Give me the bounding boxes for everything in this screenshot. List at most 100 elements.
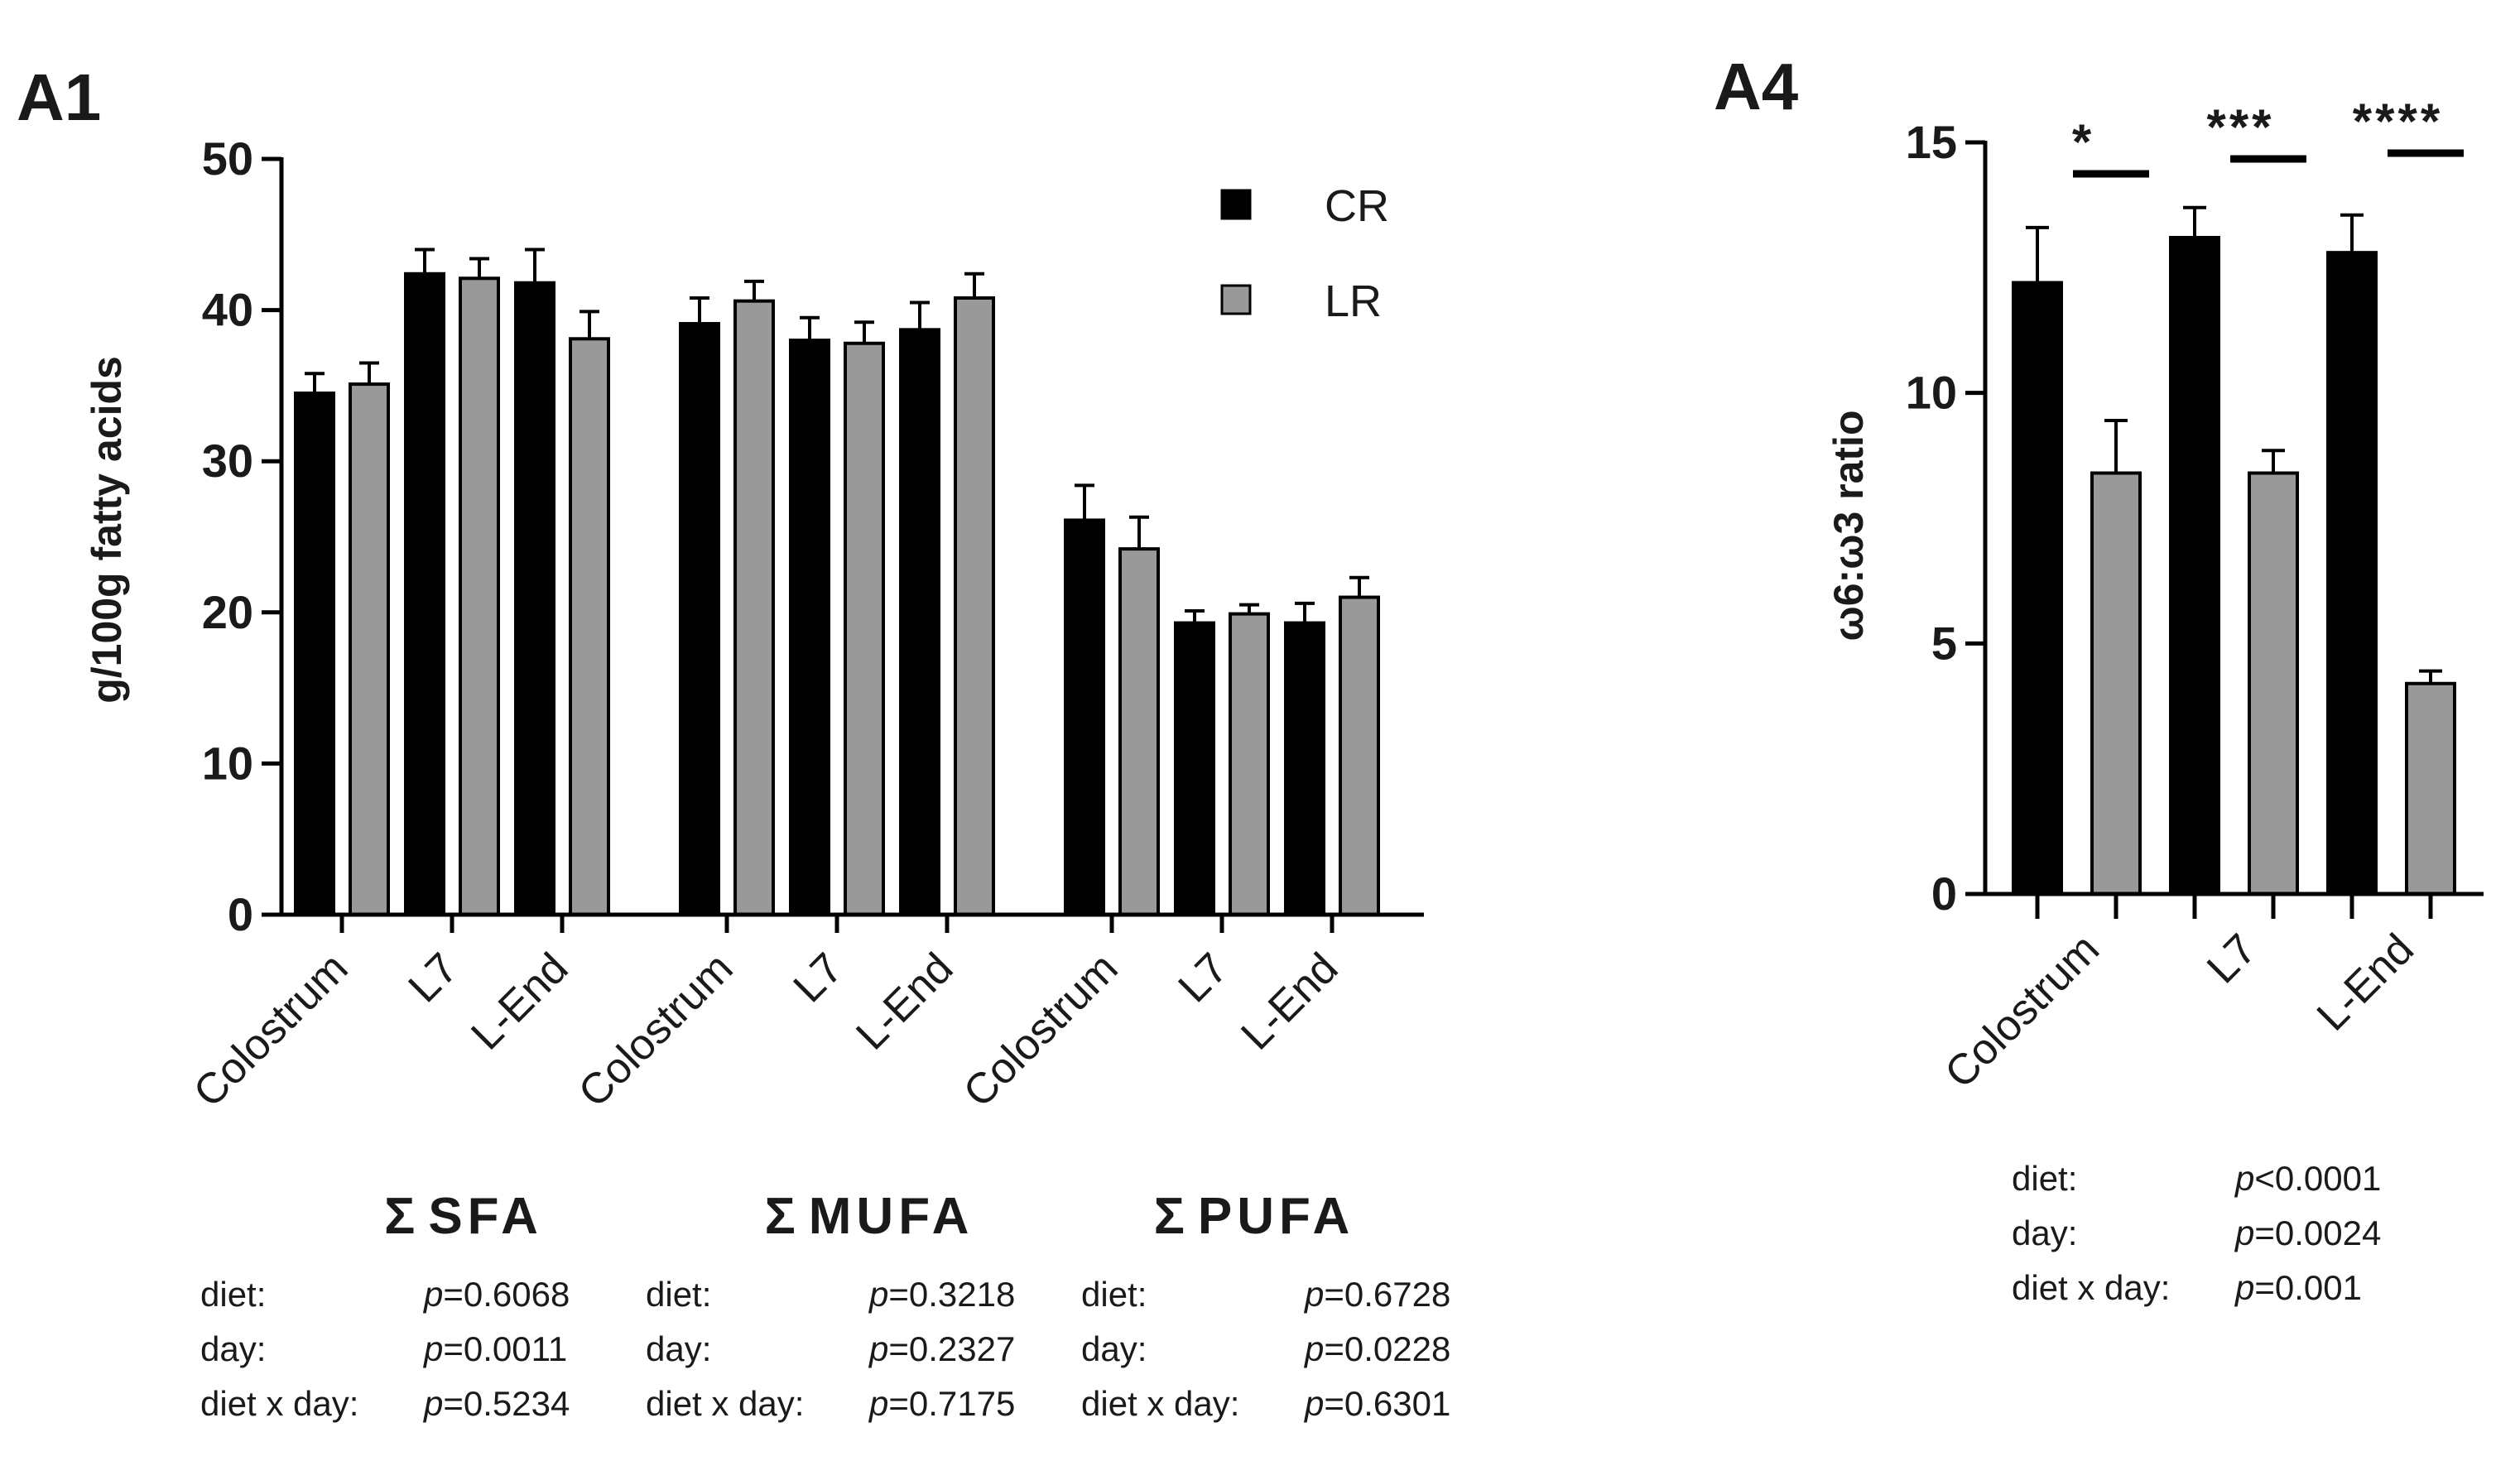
stats-label: diet:	[646, 1275, 712, 1314]
stats-row: diet: p=0.6728	[1081, 1275, 1495, 1329]
group-title-sfa: Σ SFA	[384, 1188, 543, 1245]
stats-row: day: p=0.0228	[1081, 1329, 1495, 1384]
bar-cr	[1284, 621, 1325, 916]
bar-lr	[844, 341, 885, 917]
legend-label-lr: LR	[1325, 276, 1382, 326]
bar-lr	[2248, 471, 2299, 896]
legend-label-cr: CR	[1325, 181, 1389, 231]
bar-cr	[514, 281, 555, 916]
y-tick-label: 10	[1906, 367, 1957, 419]
x-tick-label: Colostrum	[570, 944, 743, 1117]
significance-a4: * *** ****	[2072, 94, 2464, 178]
legend-swatch-cr	[1220, 189, 1252, 220]
panel-label-a1: A1	[17, 60, 101, 134]
stats-row: diet x day: p=0.7175	[646, 1384, 1060, 1439]
y-tick-label: 40	[202, 284, 253, 336]
x-tick-label: L-End	[2308, 925, 2423, 1040]
stats-row: diet x day: p=0.001	[2012, 1268, 2475, 1323]
stats-label: day:	[2012, 1213, 2078, 1252]
axes-a4	[1983, 141, 2484, 919]
stats-p: p=0.001	[2235, 1268, 2362, 1307]
stats-p: p=0.3218	[869, 1275, 1016, 1314]
significance-marker: ***	[2206, 99, 2274, 155]
legend-swatch-lr	[1220, 284, 1252, 315]
stats-pufa: diet: p=0.6728 day: p=0.0228 diet x day: p=…	[1081, 1275, 1495, 1439]
stats-p: p=0.7175	[869, 1384, 1016, 1423]
bar-cr	[679, 322, 720, 916]
y-tick-label: 0	[228, 888, 253, 940]
bar-lr	[349, 382, 390, 917]
bar-lr	[569, 337, 610, 916]
significance-marker: *	[2072, 114, 2094, 170]
stats-label: diet:	[1081, 1275, 1147, 1314]
stats-row: day: p=0.0024	[2012, 1213, 2475, 1268]
bar-cr	[789, 339, 830, 916]
stats-p: p=0.5234	[424, 1384, 570, 1423]
bar-cr	[899, 328, 940, 916]
bar-lr	[954, 296, 995, 916]
axes-a1	[279, 157, 1424, 933]
bar-cr	[2012, 281, 2063, 896]
y-tick-label: 50	[202, 132, 253, 185]
stats-row: day: p=0.2327	[646, 1329, 1060, 1384]
stats-row: diet x day: p=0.6301	[1081, 1384, 1495, 1439]
stats-mufa: diet: p=0.3218 day: p=0.2327 diet x day: p=…	[646, 1275, 1060, 1439]
bar-lr	[1229, 612, 1270, 916]
bar-cr	[2326, 251, 2378, 896]
group-title-pufa: Σ PUFA	[1154, 1188, 1355, 1245]
x-tick-label: L7	[785, 944, 853, 1012]
y-axis-label-a4: ω6:ω3 ratio	[1825, 411, 1872, 642]
panel-a4: A4 ω6:ω3 ratio 0 5 10 15 Colostrum L7 L-End *…	[1714, 50, 2484, 1098]
stats-label: diet x day:	[646, 1384, 805, 1423]
bar-cr	[294, 392, 335, 916]
stats-row: diet: p=0.6068	[200, 1275, 614, 1329]
stats-row: diet: p=0.3218	[646, 1275, 1060, 1329]
panel-a1: A1 g/100g fatty acids 0 10 20 30 40 50 Colost…	[17, 60, 1424, 1245]
stats-p: p=0.0024	[2235, 1213, 2382, 1252]
bar-lr	[733, 299, 775, 917]
x-tick-label: Colostrum	[185, 944, 358, 1117]
stats-p: p=0.6728	[1305, 1275, 1451, 1314]
legend-a1: CR LR	[1220, 181, 1389, 326]
x-tick-label: L7	[400, 944, 468, 1012]
bar-cr	[404, 272, 445, 916]
x-tick-labels-a4: Colostrum L7 L-End	[1936, 925, 2423, 1098]
y-tick-label: 30	[202, 435, 253, 487]
y-ticks-a1: 0 10 20 30 40 50	[202, 132, 281, 940]
stats-ratio: diet: p<0.0001 day: p=0.0024 diet x day: p=…	[2012, 1159, 2475, 1323]
x-tick-label: L-End	[847, 944, 962, 1059]
y-tick-label: 0	[1931, 867, 1957, 920]
panel-label-a4: A4	[1714, 50, 1799, 123]
stats-label: day:	[1081, 1329, 1147, 1368]
stats-label: diet x day:	[2012, 1268, 2171, 1307]
stats-label: diet x day:	[200, 1384, 359, 1423]
x-tick-label: Colostrum	[1936, 925, 2109, 1098]
x-tick-label: L7	[1170, 944, 1238, 1012]
stats-row: day: p=0.0011	[200, 1329, 614, 1384]
stats-label: diet:	[200, 1275, 267, 1314]
y-tick-label: 15	[1906, 116, 1957, 168]
stats-p: p=0.6301	[1305, 1384, 1451, 1423]
y-tick-label: 10	[202, 737, 253, 789]
stats-row: diet: p<0.0001	[2012, 1159, 2475, 1213]
y-axis-label-a1: g/100g fatty acids	[84, 356, 130, 704]
bar-lr	[1118, 547, 1160, 916]
x-tick-label: Colostrum	[955, 944, 1128, 1117]
stats-p: p=0.0228	[1305, 1329, 1451, 1368]
bar-lr	[2405, 681, 2456, 896]
stats-label: diet:	[2012, 1159, 2078, 1198]
bar-cr	[2169, 236, 2220, 896]
bars-a4	[2012, 205, 2456, 896]
y-ticks-a4: 0 5 10 15	[1906, 116, 1985, 920]
stats-label: diet x day:	[1081, 1384, 1240, 1423]
x-tick-label: L7	[2198, 925, 2266, 992]
stats-p: p=0.0011	[424, 1329, 568, 1368]
x-tick-label: L-End	[1232, 944, 1347, 1059]
stats-row: diet x day: p=0.5234	[200, 1384, 614, 1439]
stats-label: day:	[646, 1329, 712, 1368]
stats-sfa: diet: p=0.6068 day: p=0.0011 diet x day: p=…	[200, 1275, 614, 1439]
bar-cr	[1064, 518, 1105, 916]
bars-a1	[294, 248, 1380, 917]
